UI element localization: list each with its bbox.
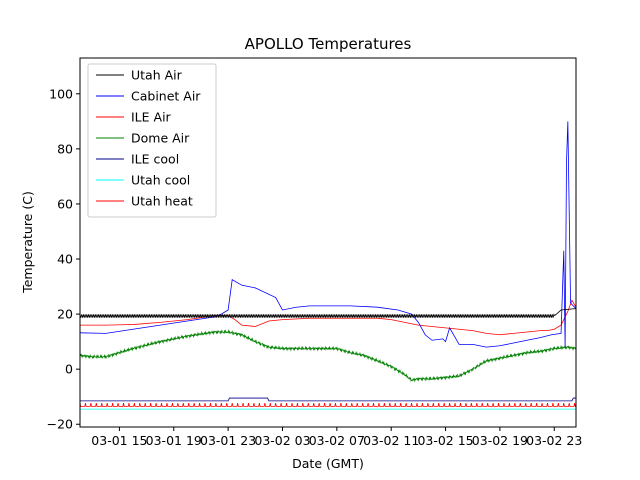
legend-box	[87, 63, 217, 218]
y-tick-label: 60	[57, 196, 73, 211]
plot-layer	[80, 121, 576, 410]
legend-label-ile-air: ILE Air	[131, 110, 172, 125]
legend-label-utah-air: Utah Air	[131, 68, 183, 83]
y-tick-label: 0	[65, 362, 73, 377]
x-tick-label: 03-02 15	[417, 433, 473, 448]
series-line-utah-heat	[80, 402, 576, 407]
y-tick-label: −20	[47, 417, 73, 432]
series-line-ile-cool	[80, 397, 576, 402]
x-tick-label: 03-02 03	[254, 433, 310, 448]
series-line-utah-air	[80, 308, 576, 318]
x-tick-label: 03-02 23	[526, 433, 582, 448]
series-line-dome-air	[80, 329, 576, 383]
x-tick-label: 03-02 07	[309, 433, 365, 448]
x-tick-label: 03-01 23	[200, 433, 256, 448]
y-tick-label: 20	[57, 307, 73, 322]
x-tick-label: 03-02 11	[363, 433, 419, 448]
y-tick-label: 40	[57, 252, 73, 267]
legend-label-utah-cool: Utah cool	[131, 173, 190, 188]
chart-title: APOLLO Temperatures	[245, 35, 412, 53]
x-axis-label: Date (GMT)	[292, 456, 364, 471]
x-tick-label: 03-01 15	[91, 433, 147, 448]
y-tick-label: 80	[57, 141, 73, 156]
series-line-cabinet-air	[80, 121, 576, 348]
y-axis-label: Temperature (C)	[20, 191, 35, 294]
legend: Utah Air Cabinet Air ILE Air Dome Air ILE co…	[87, 63, 217, 218]
x-tick-label: 03-01 19	[146, 433, 202, 448]
legend-label-ile-cool: ILE cool	[131, 152, 179, 167]
legend-label-dome-air: Dome Air	[131, 131, 190, 146]
legend-label-utah-heat: Utah heat	[131, 194, 193, 209]
y-tick-label: 100	[49, 86, 73, 101]
legend-label-cabinet-air: Cabinet Air	[131, 89, 201, 104]
x-tick-label: 03-02 19	[472, 433, 528, 448]
plot-frame	[79, 57, 577, 428]
